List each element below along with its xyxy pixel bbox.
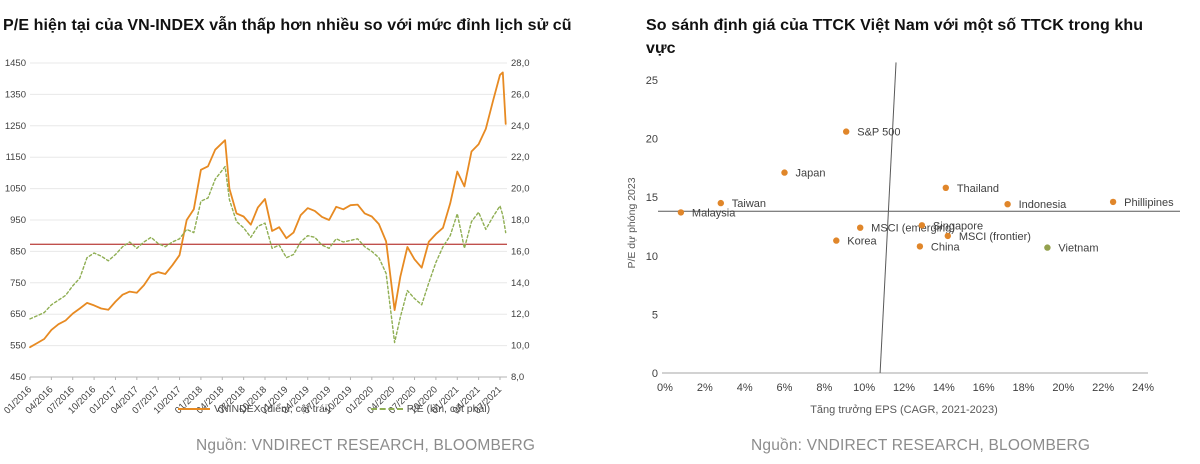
vnindex-line-swatch [178, 408, 210, 410]
svg-text:650: 650 [10, 309, 26, 320]
svg-text:20,0: 20,0 [511, 184, 530, 195]
svg-text:850: 850 [10, 246, 26, 257]
svg-text:1350: 1350 [5, 89, 26, 100]
valuation-scatter-chart: 0 5 10 15 20 25 0% 2% 4% 6% 8% 10% 12% 14% 16% 18% 20% 22… [626, 62, 1180, 416]
svg-text:1150: 1150 [6, 152, 26, 163]
svg-text:Thailand: Thailand [957, 183, 999, 195]
legend-label-vnindex: VNINDEX (điểm, cột trái) [214, 403, 331, 415]
svg-text:1250: 1250 [5, 121, 26, 132]
svg-text:12%: 12% [893, 382, 915, 394]
svg-text:Tăng trưởng EPS (CAGR, 2021-20: Tăng trưởng EPS (CAGR, 2021-2023) [810, 404, 998, 416]
svg-text:14,0: 14,0 [511, 278, 530, 289]
svg-text:10%: 10% [853, 382, 875, 394]
right-chart-title: So sánh định giá của TTCK Việt Nam với m… [646, 17, 1144, 58]
svg-text:550: 550 [10, 341, 26, 352]
svg-text:2%: 2% [697, 382, 713, 394]
svg-text:26,0: 26,0 [511, 89, 530, 100]
svg-text:10,0: 10,0 [511, 341, 530, 352]
pe-line-swatch [370, 408, 403, 410]
svg-text:Indonesia: Indonesia [1019, 199, 1068, 211]
svg-text:22%: 22% [1092, 382, 1114, 394]
legend-item-vnindex: VNINDEX (điểm, cột trái) [178, 403, 331, 415]
svg-text:4%: 4% [737, 382, 753, 394]
svg-text:1050: 1050 [5, 184, 26, 195]
svg-text:24%: 24% [1132, 382, 1154, 394]
svg-text:750: 750 [10, 278, 26, 289]
svg-text:MSCI (frontier): MSCI (frontier) [959, 231, 1031, 243]
vnindex-pe-line-chart: 450 8,0 550 10,0 650 12,0 750 14,0 850 16,0 950 18,… [2, 58, 530, 416]
svg-text:12,0: 12,0 [511, 309, 530, 320]
left-chart-source: Nguồn: VNDIRECT RESEARCH, BLOOMBERG [196, 437, 536, 454]
svg-text:1450: 1450 [5, 58, 26, 69]
svg-text:Phillipines: Phillipines [1124, 197, 1174, 209]
left-chart-title: P/E hiện tại của VN-INDEX vẫn thấp hơn n… [3, 17, 572, 35]
svg-text:8,0: 8,0 [511, 372, 524, 383]
svg-text:Singapore: Singapore [933, 220, 983, 232]
svg-text:MSCI (emerging): MSCI (emerging) [871, 223, 955, 235]
svg-text:24,0: 24,0 [511, 121, 530, 132]
svg-text:16,0: 16,0 [511, 246, 530, 257]
svg-text:18%: 18% [1012, 382, 1034, 394]
svg-text:450: 450 [10, 372, 26, 383]
legend-label-pe: P/E (lần, cột phải) [406, 403, 491, 415]
svg-text:25: 25 [646, 75, 658, 87]
right-chart-source: Nguồn: VNDIRECT RESEARCH, BLOOMBERG [751, 437, 1091, 454]
svg-text:S&P 500: S&P 500 [857, 127, 900, 139]
svg-text:P/E dự phóng 2023: P/E dự phóng 2023 [626, 177, 638, 268]
svg-text:0%: 0% [657, 382, 673, 394]
svg-text:6%: 6% [777, 382, 793, 394]
svg-text:China: China [931, 241, 961, 253]
svg-text:18,0: 18,0 [511, 215, 530, 226]
svg-text:14%: 14% [933, 382, 955, 394]
svg-text:8%: 8% [816, 382, 832, 394]
svg-text:0: 0 [652, 368, 658, 380]
left-chart-legend: VNINDEX (điểm, cột trái) P/E (lần, cột p… [178, 403, 490, 415]
svg-text:20: 20 [646, 134, 658, 146]
svg-text:Korea: Korea [847, 236, 877, 248]
svg-text:Taiwan: Taiwan [732, 198, 766, 210]
svg-text:5: 5 [652, 309, 658, 321]
svg-text:20%: 20% [1052, 382, 1074, 394]
svg-text:15: 15 [646, 192, 658, 204]
svg-text:10: 10 [646, 251, 658, 263]
svg-text:Vietnam: Vietnam [1058, 243, 1098, 255]
svg-text:22,0: 22,0 [511, 152, 530, 163]
svg-text:Japan: Japan [796, 168, 826, 180]
legend-item-pe: P/E (lần, cột phải) [370, 403, 491, 415]
svg-text:Malaysia: Malaysia [692, 207, 736, 219]
svg-text:16%: 16% [973, 382, 995, 394]
svg-text:28,0: 28,0 [511, 58, 530, 69]
svg-text:950: 950 [10, 215, 26, 226]
